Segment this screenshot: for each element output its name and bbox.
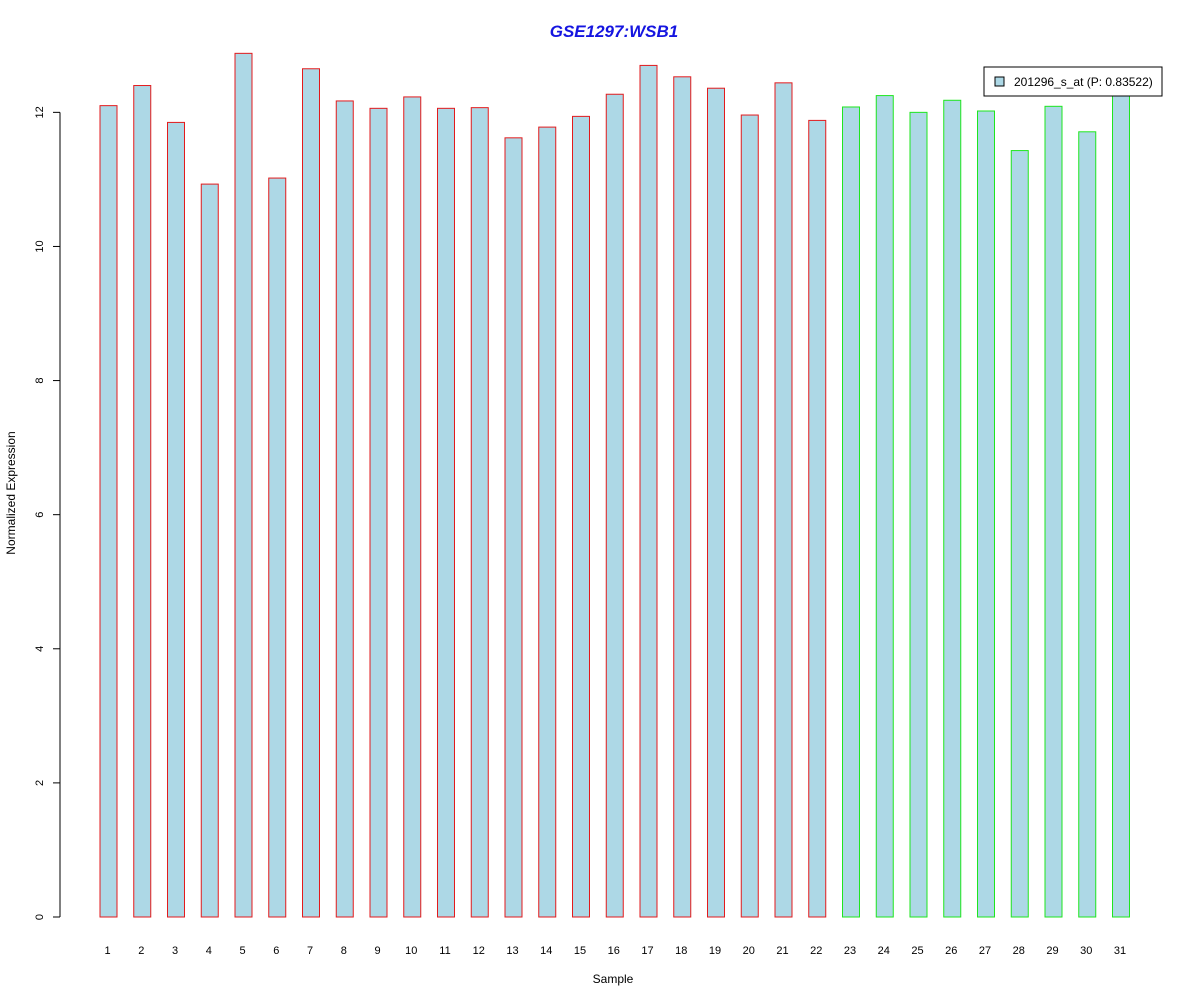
bar-sample-13 [504, 137, 523, 918]
y-tick-label: 0 [34, 914, 46, 920]
x-tick-label: 23 [844, 945, 856, 957]
x-tick-label: 18 [675, 945, 687, 957]
x-tick-label: 14 [540, 945, 552, 957]
bar-sample-10 [403, 96, 422, 918]
bar-sample-5 [234, 52, 253, 918]
x-tick-label: 22 [810, 945, 822, 957]
bar-sample-14 [538, 126, 557, 918]
x-tick-label: 9 [374, 945, 380, 957]
bar-sample-23 [842, 106, 860, 918]
x-tick-label: 19 [709, 945, 721, 957]
bar-sample-15 [572, 115, 590, 918]
x-tick-label: 12 [473, 945, 485, 957]
x-tick-label: 25 [911, 945, 923, 957]
bar-sample-11 [437, 107, 455, 918]
bar-sample-17 [639, 64, 658, 918]
x-tick-label: 17 [641, 945, 653, 957]
x-tick-label: 11 [439, 945, 450, 957]
y-tick-label: 2 [34, 780, 46, 786]
bar-sample-2 [133, 85, 152, 918]
bar-sample-9 [369, 107, 388, 918]
x-tick-label: 29 [1046, 945, 1058, 957]
legend: 201296_s_at (P: 0.83522) [983, 66, 1163, 97]
bar-sample-21 [774, 82, 793, 918]
x-tick-label: 16 [608, 945, 620, 957]
bar-sample-31 [1112, 95, 1130, 918]
x-tick-label: 2 [138, 945, 144, 957]
bar-sample-24 [875, 95, 894, 918]
y-tick-label: 10 [34, 240, 46, 252]
x-tick-label: 24 [878, 945, 890, 957]
chart-title: GSE1297:WSB1 [550, 22, 679, 41]
x-tick-label: 28 [1013, 945, 1025, 957]
bar-sample-4 [200, 183, 219, 918]
x-tick-labels: 1 2 3 4 5 6 7 8 9 10 11 12 13 14 15 16 17 18 19 20 21 22 23 24 2… [104, 945, 1126, 957]
bar-sample-27 [977, 110, 995, 918]
bar-sample-18 [673, 76, 692, 918]
bar-sample-3 [167, 121, 185, 918]
x-tick-label: 3 [172, 945, 178, 957]
x-tick-label: 8 [341, 945, 347, 957]
x-tick-label: 13 [506, 945, 518, 957]
x-tick-label: 21 [776, 945, 788, 957]
x-tick-label: 6 [273, 945, 279, 957]
bars-group [99, 52, 1130, 918]
bar-sample-19 [707, 87, 725, 918]
bar-sample-20 [740, 114, 759, 918]
bar-sample-29 [1044, 105, 1063, 918]
bar-sample-1 [99, 105, 118, 918]
bar-sample-22 [808, 119, 827, 918]
legend-label: 201296_s_at (P: 0.83522) [1014, 75, 1153, 89]
bar-sample-6 [268, 177, 287, 918]
x-tick-label: 26 [945, 945, 957, 957]
bar-sample-7 [302, 68, 320, 918]
y-tick-label: 6 [34, 512, 46, 518]
bar-sample-30 [1078, 131, 1097, 918]
x-tick-label: 20 [743, 945, 755, 957]
x-tick-label: 31 [1114, 945, 1126, 957]
x-tick-label: 15 [574, 945, 586, 957]
x-tick-label: 1 [104, 945, 110, 957]
y-tick-label: 8 [34, 378, 46, 384]
x-tick-label: 30 [1080, 945, 1092, 957]
bar-sample-25 [909, 111, 928, 918]
bar-sample-12 [470, 107, 489, 918]
legend-swatch [994, 76, 1005, 87]
y-tick-label: 12 [34, 106, 46, 118]
x-tick-label: 10 [405, 945, 417, 957]
x-tick-label: 5 [239, 945, 245, 957]
bar-sample-26 [943, 99, 962, 918]
x-axis-title: Sample [593, 972, 634, 986]
y-axis: 0 2 4 6 8 10 12 [34, 106, 61, 920]
y-tick-label: 4 [34, 646, 46, 652]
bar-sample-28 [1010, 150, 1029, 918]
bar-sample-16 [605, 93, 624, 918]
bar-sample-8 [335, 100, 354, 918]
y-axis-title: Normalized Expression [4, 431, 18, 554]
x-tick-label: 4 [206, 945, 212, 957]
legend-box [983, 66, 1163, 97]
x-tick-label: 7 [307, 945, 313, 957]
x-tick-label: 27 [979, 945, 991, 957]
